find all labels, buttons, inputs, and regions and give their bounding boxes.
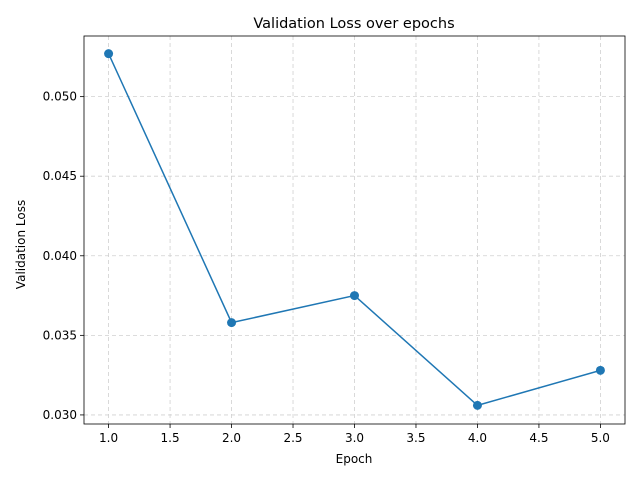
y-tick-label: 0.040	[43, 249, 77, 263]
y-tick-label: 0.030	[43, 408, 77, 422]
x-axis-title: Epoch	[336, 452, 373, 466]
grid-lines	[84, 36, 625, 424]
x-tick-label: 1.0	[99, 431, 118, 445]
data-point	[595, 365, 605, 375]
x-tick-label: 5.0	[591, 431, 610, 445]
x-tick-label: 3.0	[345, 431, 364, 445]
series-validation-loss	[104, 49, 605, 410]
x-tick-label: 2.0	[222, 431, 241, 445]
data-point	[350, 291, 359, 301]
y-tick-label: 0.050	[43, 90, 77, 104]
x-tick-label: 4.5	[529, 431, 548, 445]
data-point	[227, 318, 237, 328]
chart-title: Validation Loss over epochs	[253, 16, 454, 32]
x-tick-label: 2.5	[283, 431, 302, 445]
x-tick-label: 3.5	[406, 431, 425, 445]
y-tick-label: 0.045	[43, 169, 77, 183]
y-axis-title: Validation Loss	[14, 200, 28, 289]
axes: 1.0 1.5 2.0 2.5 3.0 3.5 4.0 4.5 5.0 0.030 0.035 0.0…	[43, 35, 626, 445]
y-tick-label: 0.035	[43, 328, 77, 342]
data-point	[472, 400, 482, 410]
plot-frame	[83, 35, 626, 425]
data-point	[104, 49, 114, 59]
x-tick-label: 4.0	[468, 431, 487, 445]
x-tick-label: 1.5	[161, 431, 180, 445]
